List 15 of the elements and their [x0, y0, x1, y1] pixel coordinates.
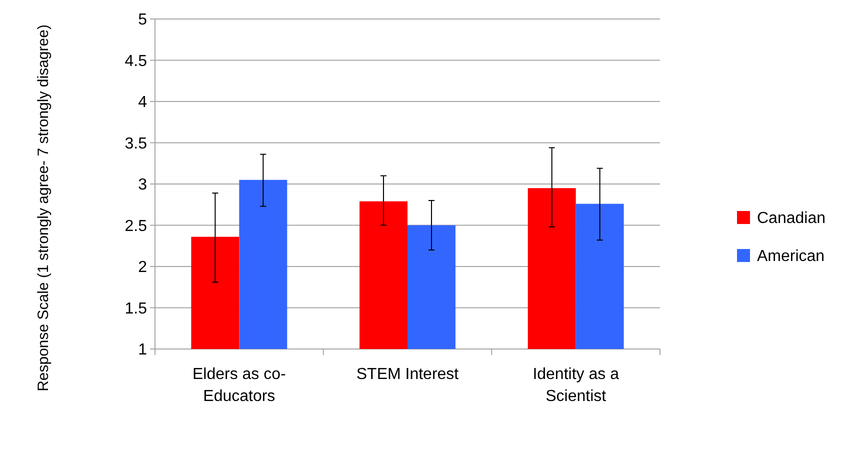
- y-tick-label: 3.5: [124, 135, 148, 152]
- x-tick-label: Identity as a Scientist: [532, 366, 620, 405]
- x-tick-label: Elders as co-Educators: [192, 366, 286, 405]
- y-axis-title: Response Scale (1 strongly agree- 7 strongly disagree): [35, 24, 52, 392]
- y-tick-label: 3: [138, 176, 148, 194]
- y-tick-label: 4.5: [124, 52, 148, 70]
- y-tick-label: 2.5: [124, 218, 148, 235]
- legend-label: Canadian: [757, 210, 826, 228]
- y-tick-label: 5: [138, 12, 148, 29]
- y-tick-label: 2: [138, 259, 148, 276]
- x-tick-label: STEM Interest: [356, 366, 460, 383]
- y-tick-label: 1.5: [124, 300, 148, 318]
- y-tick-label: 1: [138, 342, 148, 359]
- y-tick-label: 4: [138, 94, 148, 112]
- legend-label: American: [757, 248, 825, 266]
